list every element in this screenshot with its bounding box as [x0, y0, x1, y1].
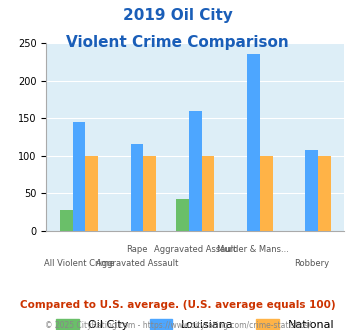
Bar	[189, 111, 202, 231]
Text: Robbery: Robbery	[294, 259, 329, 268]
Bar	[260, 156, 273, 231]
Text: Murder & Mans...: Murder & Mans...	[218, 245, 289, 254]
Bar	[131, 145, 143, 231]
Text: Violent Crime Comparison: Violent Crime Comparison	[66, 35, 289, 50]
Text: All Violent Crime: All Violent Crime	[44, 259, 114, 268]
Bar	[143, 156, 156, 231]
Text: © 2025 CityRating.com - https://www.cityrating.com/crime-statistics/: © 2025 CityRating.com - https://www.city…	[45, 321, 310, 330]
Text: Compared to U.S. average. (U.S. average equals 100): Compared to U.S. average. (U.S. average …	[20, 300, 335, 310]
Bar	[85, 156, 98, 231]
Bar	[72, 122, 85, 231]
Bar	[318, 156, 331, 231]
Text: Aggravated Assault: Aggravated Assault	[96, 259, 178, 268]
Bar	[176, 199, 189, 231]
Legend: Oil City, Louisiana, National: Oil City, Louisiana, National	[52, 315, 338, 330]
Bar	[202, 156, 214, 231]
Text: 2019 Oil City: 2019 Oil City	[122, 8, 233, 23]
Bar	[247, 54, 260, 231]
Bar	[60, 210, 72, 231]
Text: Rape: Rape	[126, 245, 148, 254]
Bar	[305, 150, 318, 231]
Text: Aggravated Assault: Aggravated Assault	[154, 245, 236, 254]
